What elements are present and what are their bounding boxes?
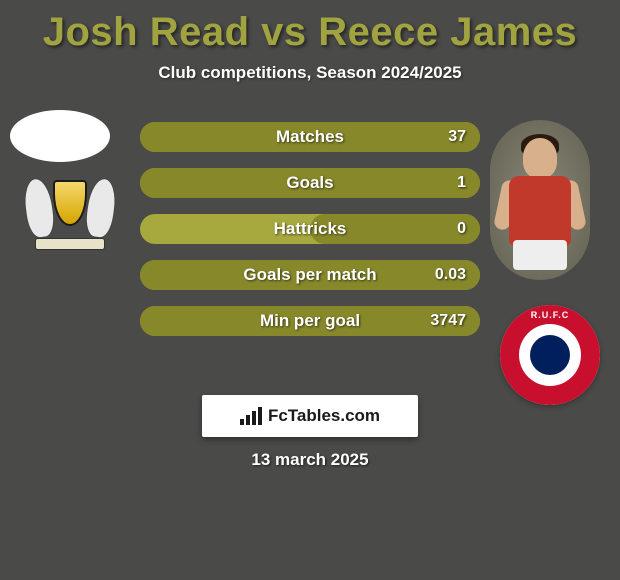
- club-badge-right: R.U.F.C: [500, 305, 600, 405]
- site-badge[interactable]: FcTables.com: [202, 395, 418, 437]
- subtitle: Club competitions, Season 2024/2025: [0, 63, 620, 83]
- page-title: Josh Read vs Reece James: [0, 0, 620, 55]
- stat-value-right: 37: [448, 128, 466, 146]
- stat-label: Min per goal: [140, 311, 480, 331]
- site-name: FcTables.com: [268, 406, 380, 426]
- club-crest-icon: R.U.F.C: [500, 305, 600, 405]
- stat-row: Matches37: [140, 122, 480, 152]
- stat-label: Goals: [140, 173, 480, 193]
- stat-row: Min per goal3747: [140, 306, 480, 336]
- stat-label: Goals per match: [140, 265, 480, 285]
- date-label: 13 march 2025: [0, 450, 620, 470]
- stat-row: Goals1: [140, 168, 480, 198]
- stat-value-right: 3747: [430, 312, 466, 330]
- stat-row: Goals per match0.03: [140, 260, 480, 290]
- stat-value-right: 0.03: [435, 266, 466, 284]
- player-avatar-right: [490, 120, 590, 280]
- stat-label: Matches: [140, 127, 480, 147]
- stat-label: Hattricks: [140, 219, 480, 239]
- stats-panel: Matches37 Goals1 Hattricks0 Goals per match…: [140, 122, 480, 352]
- stat-value-right: 1: [457, 174, 466, 192]
- player-avatar-left: [10, 110, 110, 162]
- player-figure-icon: [490, 120, 590, 280]
- club-badge-left: [20, 165, 120, 265]
- bars-icon: [240, 407, 262, 425]
- stat-row: Hattricks0: [140, 214, 480, 244]
- stat-value-right: 0: [457, 220, 466, 238]
- crest-icon: [25, 170, 115, 260]
- avatar-placeholder-icon: [10, 110, 110, 162]
- comparison-card: Josh Read vs Reece James Club competitio…: [0, 0, 620, 580]
